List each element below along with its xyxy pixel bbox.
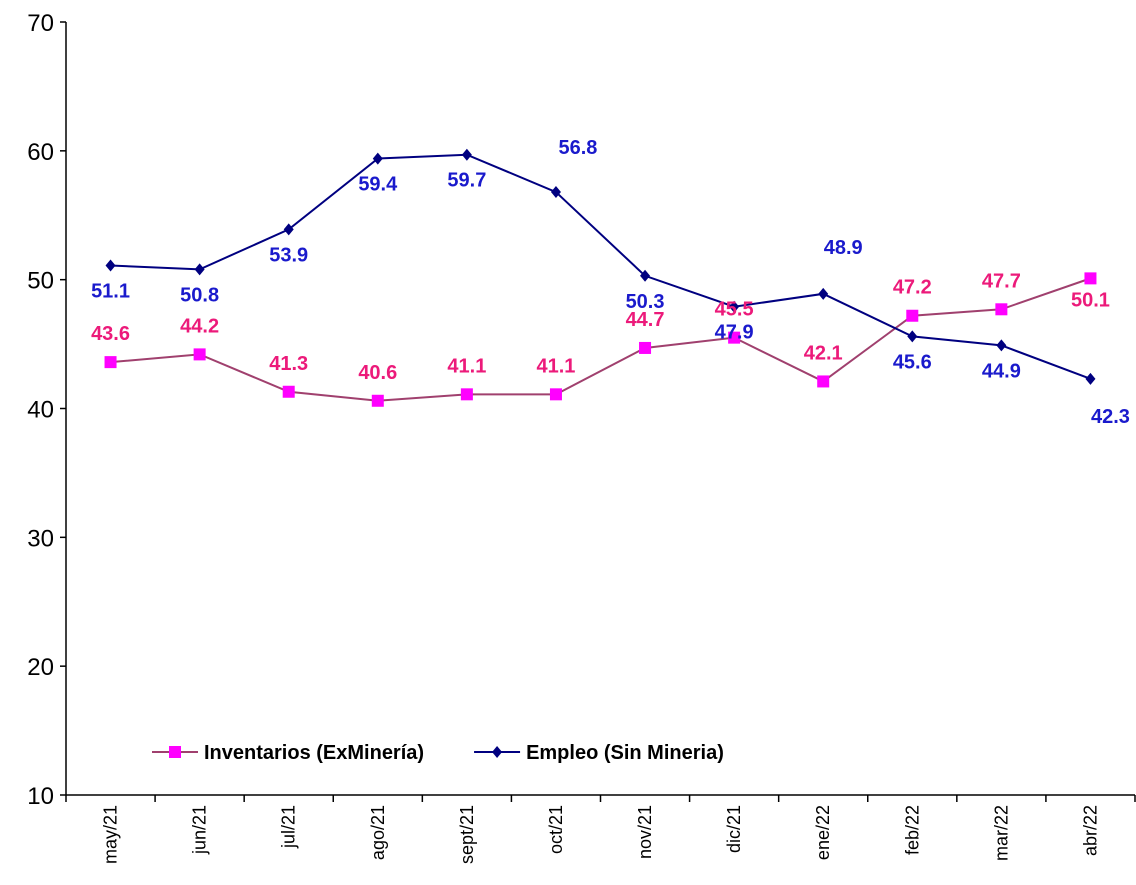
marker [907, 330, 918, 343]
x-tick-label: ene/22 [813, 805, 833, 860]
data-label: 47.7 [982, 270, 1021, 292]
legend-label: Empleo (Sin Mineria) [526, 742, 724, 764]
y-tick-label: 60 [27, 139, 54, 166]
data-label: 48.9 [824, 237, 863, 259]
y-tick-label: 40 [27, 397, 54, 424]
legend-marker [169, 746, 181, 758]
marker [996, 339, 1007, 352]
x-tick-label: abr/22 [1080, 805, 1100, 856]
x-tick-label: dic/21 [724, 805, 744, 853]
marker [995, 303, 1008, 316]
data-label: 41.1 [536, 355, 575, 377]
marker [729, 300, 740, 313]
marker [460, 388, 473, 401]
marker [728, 331, 741, 344]
x-tick-label: sept/21 [457, 805, 477, 864]
series-line [110, 153, 1091, 380]
x-tick-label: jul/21 [279, 805, 299, 849]
marker [282, 385, 295, 398]
x-tick-label: ago/21 [368, 805, 388, 860]
y-tick-label: 10 [27, 783, 54, 810]
marker [639, 341, 652, 354]
series-line [110, 277, 1091, 402]
y-tick-label: 70 [27, 10, 54, 37]
data-label: 44.7 [626, 309, 665, 331]
marker [104, 356, 117, 369]
x-tick-label: nov/21 [635, 805, 655, 859]
data-label: 45.5 [715, 299, 754, 321]
marker [640, 269, 651, 282]
data-label: 41.3 [269, 353, 308, 375]
y-tick-label: 30 [27, 525, 54, 552]
data-label: 50.3 [626, 291, 665, 313]
x-tick-label: may/21 [101, 805, 121, 864]
marker [283, 223, 294, 236]
data-label: 42.3 [1091, 406, 1130, 428]
x-tick-label: oct/21 [546, 805, 566, 854]
marker [1085, 372, 1096, 385]
data-label: 50.1 [1071, 289, 1110, 311]
marker [817, 375, 830, 388]
marker [549, 388, 562, 401]
data-label: 59.7 [447, 170, 486, 192]
marker [372, 152, 383, 165]
y-tick-label: 50 [27, 268, 54, 295]
legend-marker [492, 746, 503, 758]
y-tick-label: 20 [27, 654, 54, 681]
marker [371, 394, 384, 407]
legend-label: Inventarios (ExMinería) [204, 742, 424, 764]
marker [550, 186, 561, 199]
x-tick-label: jun/21 [190, 805, 210, 855]
marker [193, 348, 206, 361]
data-label: 42.1 [804, 342, 843, 364]
data-label: 47.2 [893, 277, 932, 299]
data-label: 41.1 [447, 355, 486, 377]
x-tick-label: mar/22 [991, 805, 1011, 861]
data-label: 50.8 [180, 284, 219, 306]
marker [194, 263, 205, 276]
marker [1084, 272, 1097, 285]
data-label: 47.9 [715, 322, 754, 344]
data-label: 59.4 [358, 174, 398, 196]
data-label: 45.6 [893, 351, 932, 373]
data-label: 43.6 [91, 323, 130, 345]
x-tick-label: feb/22 [902, 805, 922, 855]
marker [105, 259, 116, 272]
data-label: 44.2 [180, 315, 219, 337]
data-label: 40.6 [358, 362, 397, 384]
marker [906, 309, 919, 322]
data-label: 56.8 [558, 137, 597, 159]
data-label: 53.9 [269, 244, 308, 266]
marker [818, 287, 829, 300]
data-label: 44.9 [982, 360, 1021, 382]
marker [461, 148, 472, 161]
data-label: 51.1 [91, 280, 130, 302]
